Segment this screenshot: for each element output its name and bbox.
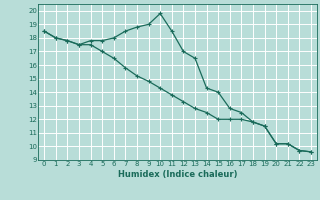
- X-axis label: Humidex (Indice chaleur): Humidex (Indice chaleur): [118, 170, 237, 179]
